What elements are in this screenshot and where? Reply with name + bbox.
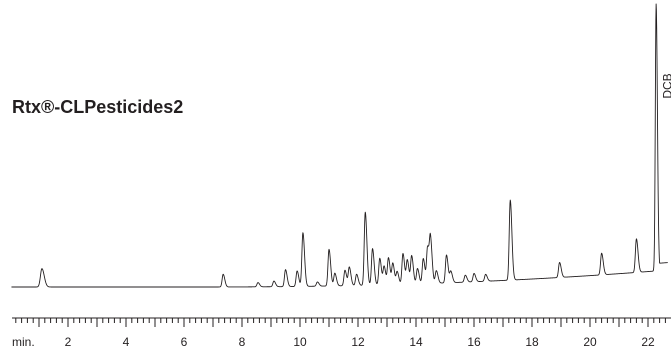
- x-tick-label: 8: [239, 335, 246, 349]
- x-tick-label: 14: [409, 335, 423, 349]
- x-tick-label: 12: [351, 335, 365, 349]
- x-tick-label: 20: [583, 335, 597, 349]
- peak-annotations: DCB: [661, 73, 671, 98]
- x-tick-label: 6: [181, 335, 188, 349]
- x-axis-tick-labels: 2 4 6 8 10 12 14 16 18 20 22: [65, 335, 655, 349]
- x-axis: 2 4 6 8 10 12 14 16 18 20 22 min.: [12, 317, 671, 349]
- x-tick-label: 2: [65, 335, 72, 349]
- chart-title: Rtx®-CLPesticides2: [12, 97, 183, 117]
- x-tick-label: 18: [525, 335, 539, 349]
- peak-label-dcb: DCB: [661, 73, 671, 98]
- x-tick-label: 4: [123, 335, 130, 349]
- chromatogram-trace: [11, 3, 668, 288]
- x-tick-label: 10: [293, 335, 307, 349]
- x-tick-label: 22: [641, 335, 655, 349]
- x-tick-label: 16: [467, 335, 481, 349]
- x-axis-ticks: [15, 318, 666, 327]
- x-axis-unit-label: min.: [12, 335, 35, 349]
